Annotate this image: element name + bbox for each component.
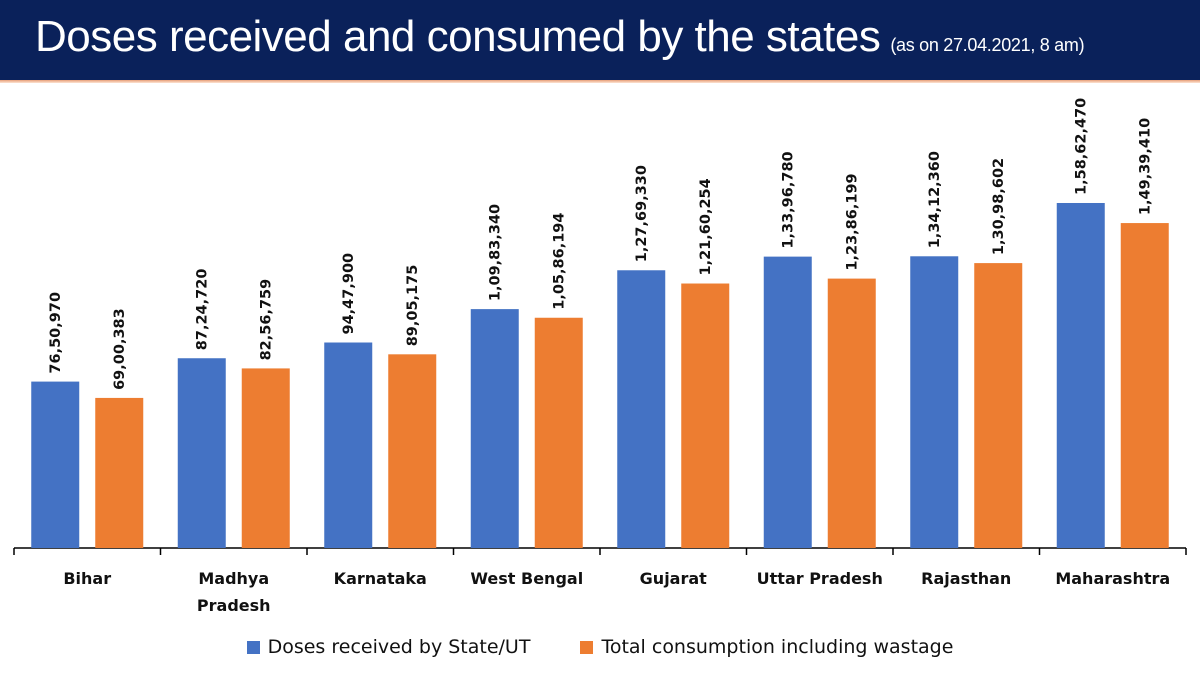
bar-consumed: [95, 397, 144, 548]
bar-received: [910, 256, 959, 548]
data-label: 1,30,98,602: [991, 158, 1007, 255]
legend-swatch-received: [246, 640, 260, 654]
bar-consumed: [827, 278, 876, 548]
category-label: Madhya: [198, 569, 269, 588]
data-label: 1,33,96,780: [781, 151, 797, 248]
data-label: 1,09,83,340: [488, 204, 504, 301]
data-label: 1,27,69,330: [634, 165, 650, 262]
data-label: 94,47,900: [341, 253, 357, 335]
category-label: Gujarat: [640, 569, 707, 588]
legend: Doses received by State/UT Total consump…: [0, 636, 1200, 658]
data-label: 69,00,383: [112, 308, 128, 390]
data-label: 76,50,970: [48, 292, 64, 374]
legend-item-received: Doses received by State/UT: [246, 636, 531, 658]
bar-consumed: [534, 317, 583, 548]
bar-received: [617, 270, 666, 548]
legend-label-consumed: Total consumption including wastage: [601, 636, 954, 658]
data-label: 87,24,720: [195, 269, 211, 351]
data-label: 1,05,86,194: [552, 213, 568, 310]
bar-received: [1056, 202, 1105, 548]
category-label: Uttar Pradesh: [757, 569, 883, 588]
chart-title: Doses received and consumed by the state…: [35, 12, 1085, 62]
data-label: 1,34,12,360: [927, 151, 943, 248]
legend-label-received: Doses received by State/UT: [267, 636, 531, 658]
bar-received: [177, 358, 226, 548]
bar-received: [31, 381, 80, 548]
data-label: 1,49,39,410: [1138, 118, 1154, 215]
chart-title-text: Doses received and consumed by the state…: [35, 12, 881, 61]
bar-consumed: [388, 354, 437, 548]
bar-received: [324, 342, 373, 548]
bar-consumed: [681, 283, 730, 548]
header-divider: [0, 80, 1200, 83]
category-label: Rajasthan: [921, 569, 1011, 588]
bar-received: [763, 256, 812, 548]
bar-consumed: [1120, 223, 1169, 549]
bar-consumed: [974, 263, 1023, 548]
category-label: Pradesh: [197, 596, 271, 615]
data-label: 1,23,86,199: [845, 173, 861, 270]
title-banner: Doses received and consumed by the state…: [0, 0, 1200, 80]
category-label: West Bengal: [470, 569, 583, 588]
chart-subtitle: (as on 27.04.2021, 8 am): [890, 35, 1085, 55]
category-label: Maharashtra: [1055, 569, 1170, 588]
data-label: 1,58,62,470: [1074, 98, 1090, 195]
legend-item-consumed: Total consumption including wastage: [580, 636, 953, 658]
data-label: 1,21,60,254: [698, 178, 714, 275]
data-label: 89,05,175: [405, 265, 421, 347]
bar-consumed: [241, 368, 290, 548]
category-label: Bihar: [63, 569, 111, 588]
category-label: Karnataka: [334, 569, 427, 588]
legend-swatch-consumed: [580, 640, 594, 654]
data-label: 82,56,759: [259, 279, 275, 361]
bar-received: [470, 309, 519, 548]
